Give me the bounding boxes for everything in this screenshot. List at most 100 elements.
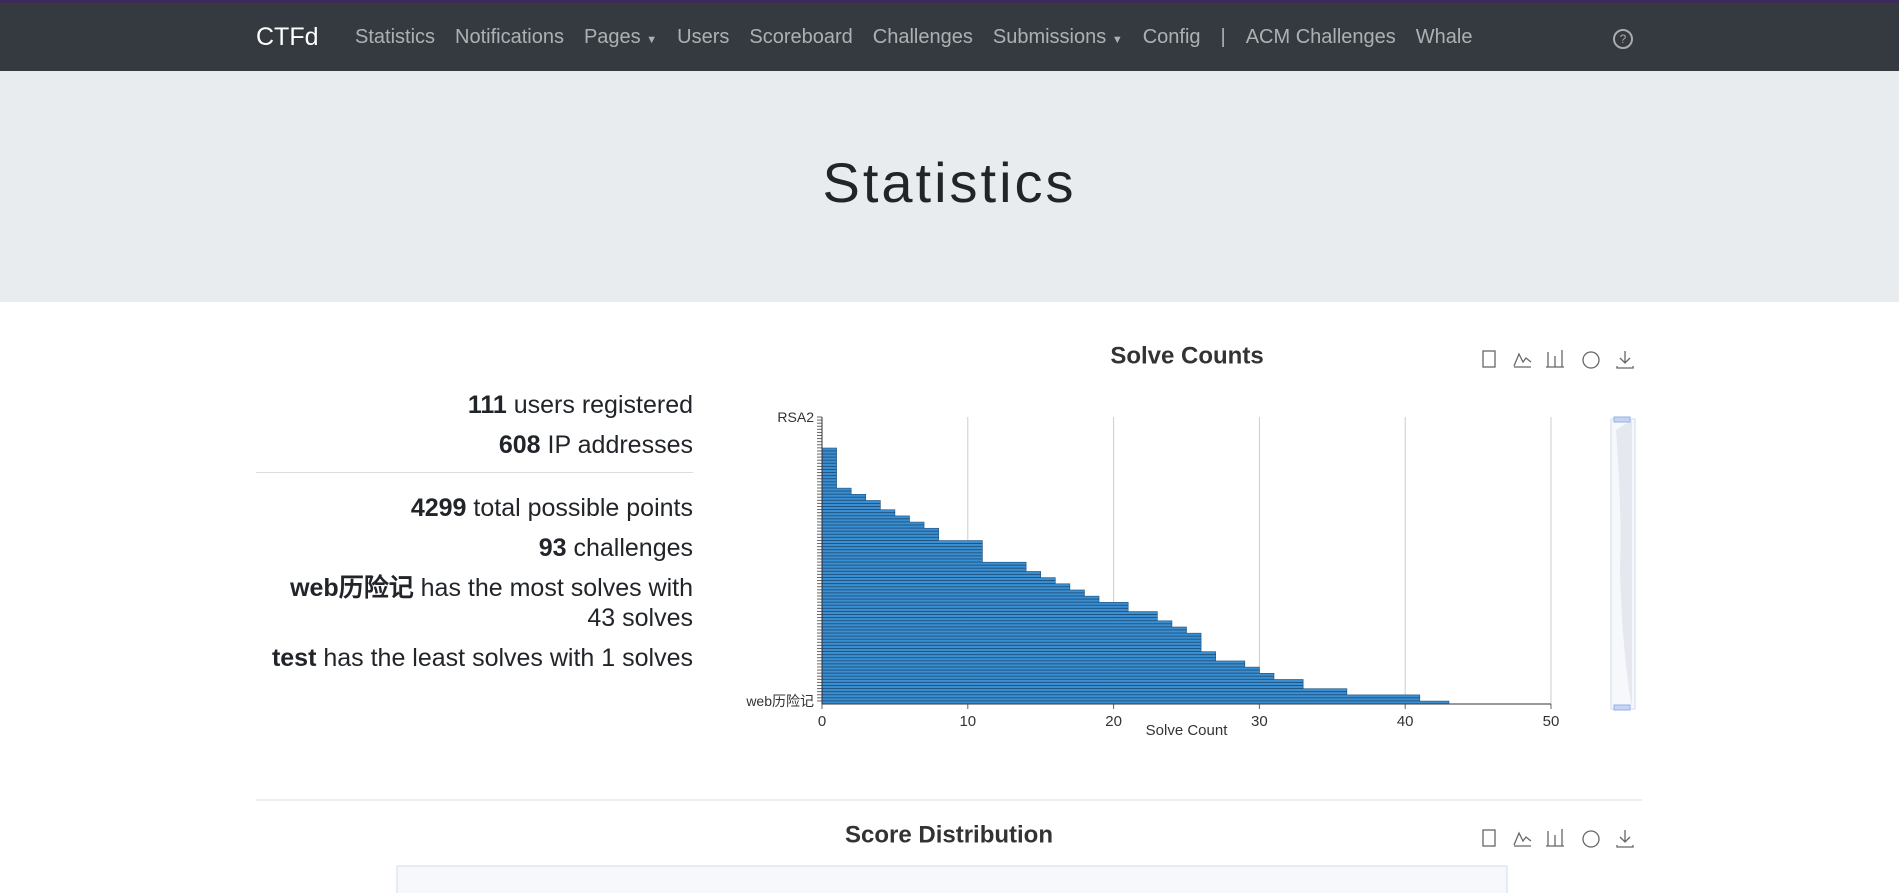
nav-item[interactable]: Challenges: [872, 25, 973, 48]
bar: [821, 555, 983, 560]
bar: [821, 663, 1246, 668]
stat-text: has the most solves with 43 solves: [420, 574, 693, 632]
bar: [821, 469, 837, 473]
nav-item: |: [1220, 25, 1226, 48]
zoom-handle[interactable]: [1613, 416, 1631, 423]
tool-line[interactable]: [1513, 352, 1532, 368]
bar: [821, 481, 837, 486]
tool-save[interactable]: [1616, 830, 1634, 848]
bar: [821, 639, 1202, 643]
bar: [821, 595, 1100, 600]
tool-bar[interactable]: [1546, 829, 1564, 847]
bar: [821, 540, 983, 544]
nav-item[interactable]: Notifications: [455, 25, 564, 48]
nav-item[interactable]: Statistics: [355, 25, 436, 48]
bar: [821, 580, 1056, 584]
bar: [821, 632, 1202, 637]
tool-data-view[interactable]: [1482, 350, 1496, 368]
stat-line: 93 challenges: [256, 533, 693, 563]
nav-item[interactable]: ACM Challenges: [1245, 25, 1396, 48]
nav-item[interactable]: Submissions ▼: [992, 25, 1123, 48]
bar: [821, 549, 983, 553]
bar: [821, 657, 1216, 661]
nav-item[interactable]: Whale: [1415, 25, 1473, 48]
x-tick-label: 10: [959, 713, 976, 730]
bar: [821, 651, 1216, 655]
bar: [821, 453, 837, 458]
stat-value: 111: [467, 391, 507, 419]
bar: [821, 487, 852, 492]
bar: [821, 463, 837, 467]
navbar: CTFd Statistics Notifications Pages ▼ Users…: [0, 0, 1899, 71]
y-tick-label: RSA2: [777, 409, 814, 425]
bar: [821, 497, 867, 501]
bar: [821, 460, 837, 464]
bar: [821, 561, 1027, 566]
nav-item[interactable]: Scoreboard: [749, 25, 853, 48]
nav-item[interactable]: Pages ▼: [583, 25, 658, 48]
x-tick-label: 30: [1251, 713, 1268, 730]
bar: [821, 694, 1421, 698]
bar: [821, 642, 1202, 646]
bar: [821, 546, 983, 550]
chart-title: Solve Counts: [1110, 342, 1263, 369]
stat-value: 608: [498, 431, 541, 459]
bar: [821, 531, 939, 535]
bar: [821, 500, 881, 504]
tool-restore[interactable]: [1582, 830, 1600, 848]
stat-text: challenges: [573, 534, 693, 562]
bar: [821, 648, 1202, 652]
bar: [821, 494, 867, 498]
bar: [821, 447, 837, 452]
bar: [821, 617, 1158, 621]
bar: [821, 605, 1129, 609]
bar: [821, 660, 1246, 665]
bar: [821, 676, 1275, 680]
nav-item[interactable]: Users: [677, 25, 730, 48]
separator: [256, 472, 693, 473]
section-title: Score Distribution: [845, 821, 1053, 848]
bar: [821, 518, 910, 523]
help-icon[interactable]: ?: [1613, 29, 1633, 49]
bar: [821, 635, 1202, 640]
x-tick-label: 50: [1543, 713, 1560, 730]
stat-line: test has the least solves with 1 solves: [256, 643, 693, 673]
tool-restore[interactable]: [1582, 351, 1600, 369]
bar: [821, 620, 1173, 624]
zoom-handle[interactable]: [1613, 704, 1631, 711]
stat-line: 111 users registered: [256, 390, 693, 420]
toolbox: [1482, 350, 1634, 369]
bar: [821, 688, 1348, 692]
page-title: Statistics: [822, 151, 1077, 214]
bar: [821, 682, 1304, 686]
nav-item[interactable]: Config: [1142, 25, 1201, 48]
bar: [821, 583, 1071, 587]
tool-save[interactable]: [1616, 351, 1634, 369]
zoom-slider[interactable]: [396, 865, 1508, 893]
bar: [821, 509, 896, 513]
zoom-shape: [1616, 420, 1632, 708]
y-tick-label: web历险记: [745, 693, 814, 709]
stat-value: 4299: [410, 494, 467, 522]
bar: [821, 589, 1085, 594]
stat-value: 93: [538, 534, 567, 562]
tool-line[interactable]: [1513, 831, 1532, 847]
stat-value: test: [271, 644, 317, 672]
toolbox: [1482, 829, 1634, 848]
tool-bar[interactable]: [1546, 350, 1564, 368]
x-tick-label: 20: [1105, 713, 1122, 730]
tool-data-view[interactable]: [1482, 829, 1496, 847]
bar: [821, 472, 837, 476]
bar: [821, 534, 939, 538]
bar: [821, 543, 983, 547]
stat-text: total possible points: [473, 494, 693, 522]
bar: [821, 524, 925, 529]
bar: [821, 537, 939, 541]
stat-text: has the least solves with 1 solves: [323, 644, 693, 672]
nav-items: Statistics Notifications Pages ▼ Users Score…: [345, 26, 1483, 49]
stat-line: 608 IP addresses: [256, 430, 693, 460]
brand[interactable]: CTFd: [256, 22, 319, 51]
bar: [821, 669, 1260, 674]
